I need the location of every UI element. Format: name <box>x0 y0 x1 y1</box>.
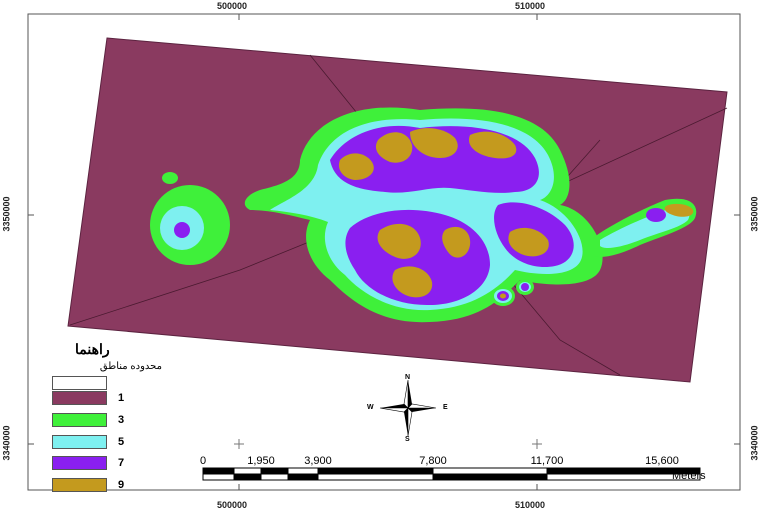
legend-item: 9 <box>52 478 272 494</box>
coord-left-3350000: 3350000 <box>1 196 12 232</box>
coord-right-3350000: 3350000 <box>749 196 760 232</box>
coord-bottom-510000: 510000 <box>515 500 546 510</box>
map-frame <box>27 13 741 491</box>
legend-item: 3 <box>52 413 272 429</box>
coord-right-3340000: 3340000 <box>749 425 760 461</box>
coord-top-500000: 500000 <box>217 1 248 11</box>
coord-top-510000: 510000 <box>515 1 546 11</box>
west-label: W <box>367 404 374 411</box>
scale-label: 15,600 <box>645 455 679 467</box>
scale-label: 1,950 <box>247 455 275 467</box>
legend-item: 5 <box>52 435 272 451</box>
scale-label: 3,900 <box>304 455 332 467</box>
grid-crosses <box>234 439 542 449</box>
legend-label: 9 <box>118 479 125 491</box>
legend-swatch <box>52 391 107 405</box>
legend-item: 1 <box>52 391 272 407</box>
scale-label: 7,800 <box>419 455 447 467</box>
scale-label: 11,700 <box>530 455 564 467</box>
coord-left-3340000: 3340000 <box>1 425 12 461</box>
scale-unit: Meters <box>672 470 706 482</box>
legend-label: محدوده مناطق <box>99 361 162 372</box>
scale-label: 0 <box>199 455 207 467</box>
legend-swatch <box>52 478 107 492</box>
frame-ticks <box>28 14 740 490</box>
legend-title: راهنما <box>75 341 110 357</box>
north-label: N <box>405 374 411 381</box>
legend-label: 3 <box>118 414 125 426</box>
north-arrow-compass-icon <box>379 379 437 437</box>
east-label: E <box>443 404 448 411</box>
legend-swatch <box>52 376 107 390</box>
scale-bar <box>202 467 701 481</box>
coord-bottom-500000: 500000 <box>217 500 248 510</box>
south-label: S <box>405 436 410 443</box>
legend-item: 7 <box>52 456 272 472</box>
legend-label: 7 <box>118 457 125 469</box>
legend-swatch <box>52 413 107 427</box>
legend-swatch <box>52 456 107 470</box>
legend-item: محدوده مناطق <box>52 361 272 390</box>
legend-label: 1 <box>118 392 125 404</box>
legend-swatch <box>52 435 107 449</box>
zone-9-areas <box>338 128 694 299</box>
legend-label: 5 <box>118 436 125 448</box>
